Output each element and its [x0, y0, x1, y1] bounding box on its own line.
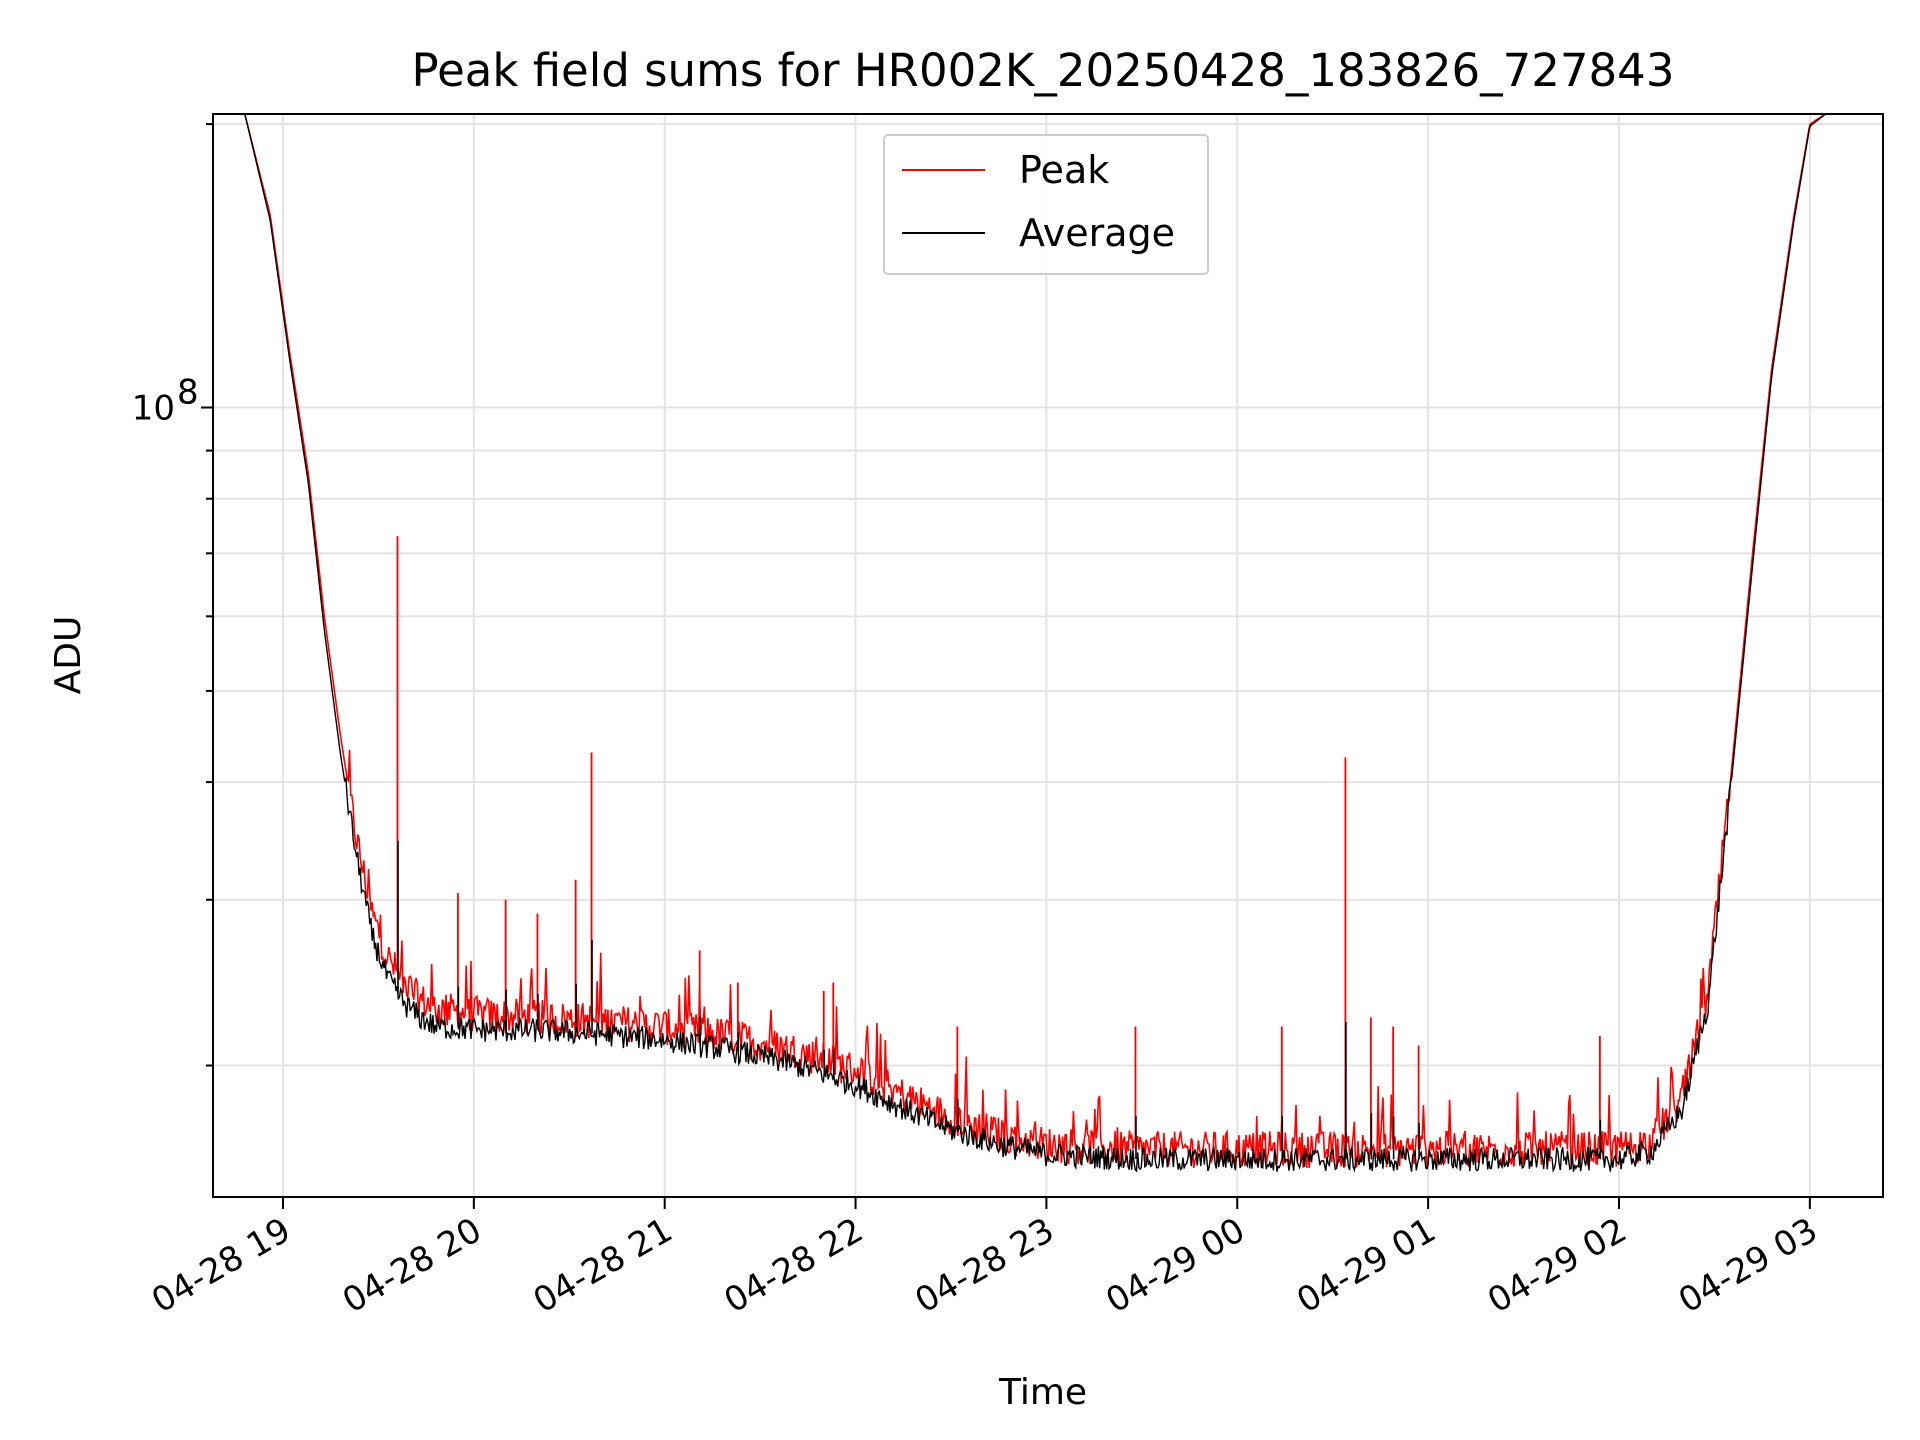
series-line-peak: [216, 114, 1883, 1169]
legend: Peak Average: [883, 134, 1209, 275]
series-line-average: [216, 114, 1883, 1174]
y-tick-label: 10: [132, 388, 175, 428]
y-axis-title: ADU: [48, 616, 89, 695]
plot-frame: [212, 113, 1884, 1198]
chart-title: Peak field sums for HR002K_20250428_1838…: [412, 44, 1675, 97]
series-layer: [216, 114, 1883, 1174]
y-tick-label-exponent: 8: [177, 372, 199, 412]
legend-label-peak: Peak: [1019, 148, 1109, 192]
legend-label-average: Average: [1019, 211, 1175, 255]
grid: [213, 114, 1883, 1197]
x-axis-title: Time: [998, 1372, 1087, 1413]
